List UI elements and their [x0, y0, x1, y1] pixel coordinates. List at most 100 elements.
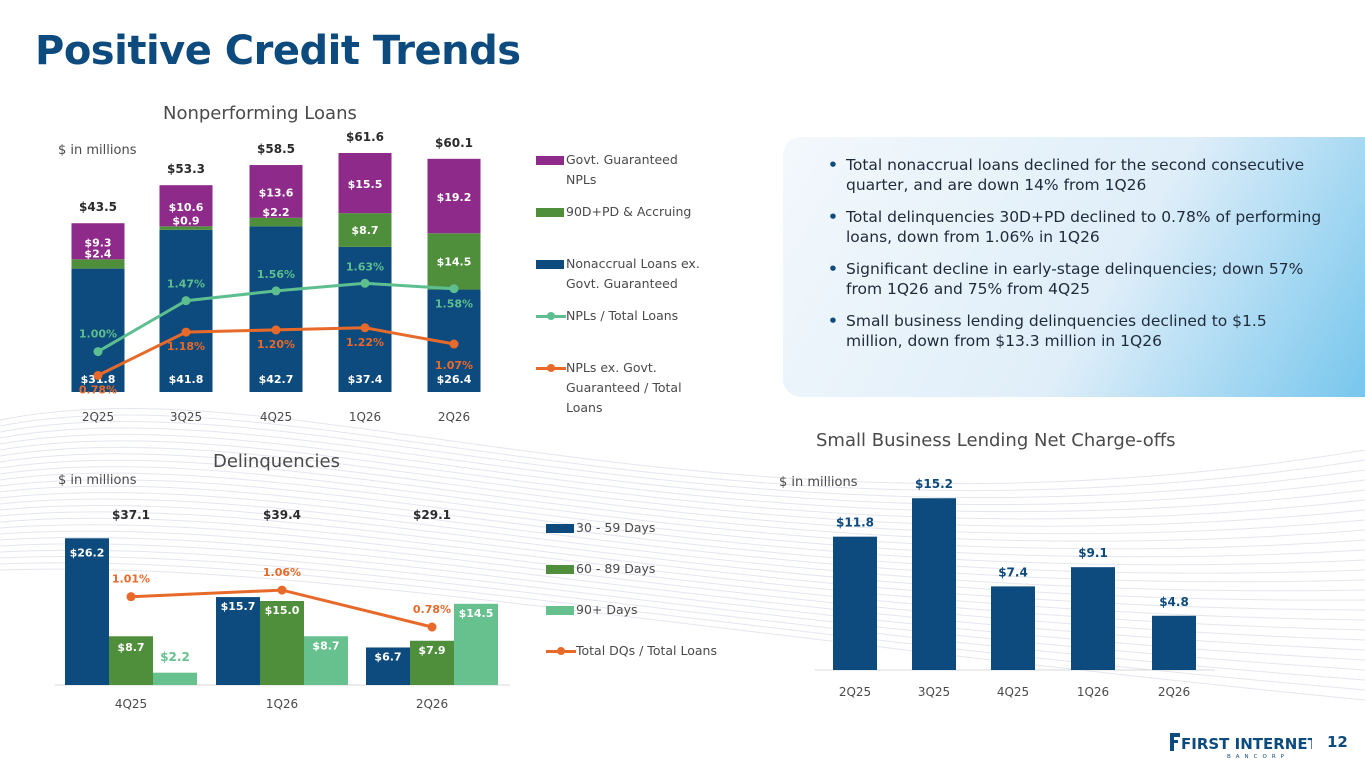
dq-bar-label: $15.7: [221, 600, 256, 613]
npl-bar-90dpd: [159, 226, 213, 230]
npl-bar-govt-guaranteed: [427, 158, 481, 234]
svg-text:BANCORP: BANCORP: [1227, 754, 1289, 760]
dq-bar-90plus: [454, 603, 498, 685]
legend-swatch: [536, 156, 564, 165]
npl-bar-90dpd: [249, 217, 303, 227]
npl-line-point: [93, 370, 103, 380]
wave-line: [0, 472, 1365, 558]
sbl-x-tick-label: 3Q25: [918, 685, 950, 699]
legend-item: NPLs ex. Govt. Guaranteed / Total Loans: [536, 358, 682, 418]
npl-label-90dpd: $0.9: [172, 214, 199, 227]
wave-line: [0, 427, 1365, 506]
legend-label: 60 - 89 Days: [576, 561, 656, 576]
page-title: Positive Credit Trends: [35, 28, 521, 74]
page-number: 12: [1327, 733, 1348, 751]
dq-bar-30-59: [216, 597, 260, 685]
npl-label-90dpd: $2.2: [262, 206, 289, 219]
key-points-list: Total nonaccrual loans declined for the …: [828, 155, 1328, 363]
npl-label-90dpd: $2.4: [84, 247, 111, 260]
key-point: Significant decline in early-stage delin…: [828, 259, 1328, 299]
legend-item: 30 - 59 Days: [546, 518, 655, 538]
legend-label: 30 - 59 Days: [576, 520, 656, 535]
npl-total-label: $58.5: [257, 142, 295, 156]
dq-chart: $26.2 $8.7 $2.2 $37.1 4Q25 $15.7 $15.0 $8.7 $39.…: [55, 508, 510, 711]
npl-line-label: 1.47%: [167, 278, 205, 291]
legend-swatch: [546, 565, 574, 574]
npl-line-label: 0.78%: [79, 383, 117, 396]
dq-bar-60-89: [260, 601, 304, 685]
legend-label: 90+ Days: [576, 602, 638, 617]
npl-x-tick-label: 1Q26: [349, 410, 381, 424]
sbl-x-tick-label: 1Q26: [1077, 685, 1109, 699]
npl-unit-label: $ in millions: [58, 143, 137, 158]
wave-line: [0, 433, 1365, 513]
legend-label: NPLs ex. Govt. Guaranteed / Total Loans: [566, 360, 682, 415]
wave-line: [0, 459, 1365, 542]
npl-x-tick-label: 4Q25: [260, 410, 292, 424]
legend-label: NPLs / Total Loans: [566, 308, 679, 323]
sbl-bar: [991, 586, 1035, 670]
dq-bar-label: $7.9: [418, 644, 445, 657]
sbl-bar: [833, 536, 877, 670]
sbl-bar: [1152, 615, 1196, 670]
npl-line-point: [181, 327, 191, 337]
npl-total-label: $43.5: [79, 200, 117, 214]
npl-line-label: 1.20%: [257, 338, 295, 351]
npl-line-point: [93, 347, 103, 357]
npl-bar-nonaccrual: [249, 226, 303, 392]
npl-label-govt-guaranteed: $9.3: [84, 236, 111, 249]
legend-item: NPLs / Total Loans: [536, 306, 678, 326]
npl-label-nonaccrual: $42.7: [259, 373, 294, 386]
dq-bar-30-59: [366, 647, 410, 685]
npl-label-govt-guaranteed: $15.5: [348, 178, 383, 191]
npl-bar-govt-guaranteed: [71, 223, 125, 260]
npl-line-point: [271, 325, 281, 335]
dq-line-label: 0.78%: [413, 603, 451, 616]
npl-bar-govt-guaranteed: [159, 185, 213, 227]
dq-bar-label: $6.7: [374, 650, 401, 663]
npl-line-point: [271, 286, 281, 296]
npl-legend: Govt. Guaranteed NPLs 90D+PD & Accruing Non…: [536, 150, 716, 430]
legend-label: Nonaccrual Loans ex. Govt. Guaranteed: [566, 256, 700, 291]
sbl-x-tick-label: 4Q25: [997, 685, 1029, 699]
npl-bar-govt-guaranteed: [249, 165, 303, 218]
npl-bar-govt-guaranteed: [338, 152, 392, 214]
legend-swatch: [536, 260, 564, 269]
npl-bar-90dpd: [71, 259, 125, 269]
dq-x-tick-label: 2Q26: [416, 697, 448, 711]
legend-item: 90D+PD & Accruing: [536, 202, 691, 222]
npl-line-label: 1.56%: [257, 268, 295, 281]
dq-bar-label: $26.2: [70, 546, 105, 559]
npl-label-govt-guaranteed: $19.2: [437, 191, 472, 204]
npl-chart-title: Nonperforming Loans: [163, 103, 357, 124]
wave-line: [0, 466, 1365, 550]
dq-line-point: [427, 622, 437, 632]
svg-text:FIRST INTERNET: FIRST INTERNET: [1181, 735, 1312, 753]
dq-bar-60-89: [410, 640, 454, 685]
dq-line-point: [277, 585, 287, 595]
sbl-bar-label: $4.8: [1159, 595, 1189, 609]
legend-swatch: [546, 606, 574, 615]
sbl-x-tick-label: 2Q25: [839, 685, 871, 699]
sbl-bar-label: $9.1: [1078, 546, 1108, 560]
npl-line-label: 1.58%: [435, 298, 473, 311]
legend-label: 90D+PD & Accruing: [566, 204, 692, 219]
dq-bar-label: $15.0: [265, 604, 300, 617]
sbl-bar: [1071, 567, 1115, 670]
wave-line: [0, 568, 1365, 701]
npl-label-nonaccrual: $37.4: [348, 373, 383, 386]
dq-bar-label: $14.5: [459, 607, 494, 620]
wave-line: [0, 479, 1365, 566]
npl-bar-nonaccrual: [338, 246, 392, 392]
sbl-bar-label: $11.8: [836, 516, 874, 530]
dq-bar-label: $8.7: [312, 639, 339, 652]
npl-x-tick-label: 3Q25: [170, 410, 202, 424]
npl-line-label: 1.00%: [79, 328, 117, 341]
legend-item: 60 - 89 Days: [546, 559, 655, 579]
npl-line-label: 1.22%: [346, 336, 384, 349]
dq-line-label: 1.01%: [112, 573, 150, 586]
key-point: Total nonaccrual loans declined for the …: [828, 155, 1328, 195]
legend-item: Total DQs / Total Loans: [546, 641, 717, 661]
npl-label-90dpd: $8.7: [351, 224, 378, 237]
sbl-unit-label: $ in millions: [779, 475, 858, 490]
